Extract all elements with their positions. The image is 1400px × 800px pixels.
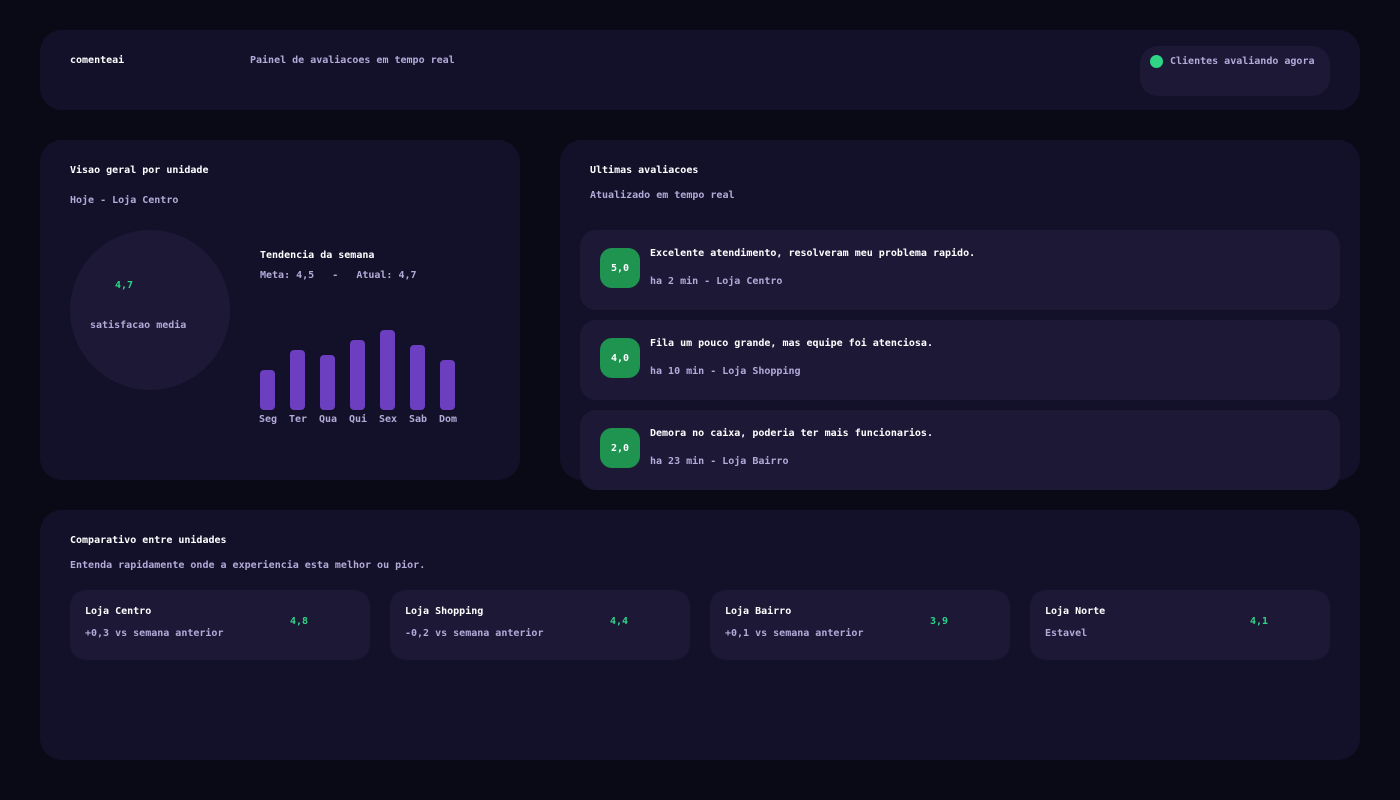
unit-card-shopping[interactable]: Loja Shopping -0,2 vs semana anterior 4,… (390, 590, 690, 660)
unit-delta: +0,3 vs semana anterior (85, 628, 224, 639)
trend-day-label: Sex (378, 414, 398, 425)
unit-score: 4,1 (1250, 616, 1269, 627)
satisfaction-value: 4,7 (115, 280, 134, 291)
trend-meta: Meta: 4,5 - Atual: 4,7 (260, 270, 417, 281)
review-text: Excelente atendimento, resolveram meu pr… (650, 248, 976, 259)
trend-day-label: Qui (348, 414, 368, 425)
weekly-trend-chart: Seg Ter Qua Qui Sex Sab Dom (259, 325, 470, 425)
unit-name: Loja Shopping (405, 606, 484, 617)
units-comparison-card: Comparativo entre unidades Entenda rapid… (40, 510, 1360, 760)
review-meta: ha 23 min - Loja Bairro (650, 456, 789, 467)
unit-delta: -0,2 vs semana anterior (405, 628, 544, 639)
header-card: comenteai Painel de avaliacoes em tempo … (40, 30, 1360, 110)
review-score-badge: 4,0 (600, 338, 640, 378)
trend-bar-dom (440, 360, 455, 410)
trend-day-label: Dom (438, 414, 458, 425)
trend-day-label: Qua (318, 414, 338, 425)
trend-bar-sab (410, 345, 425, 410)
review-meta: ha 10 min - Loja Shopping (650, 366, 801, 377)
unit-delta: Estavel (1045, 628, 1088, 639)
overview-context: Hoje - Loja Centro (70, 195, 179, 206)
trend-day-label: Sab (408, 414, 428, 425)
review-item[interactable]: 2,0 Demora no caixa, poderia ter mais fu… (580, 410, 1340, 490)
unit-delta: +0,1 vs semana anterior (725, 628, 864, 639)
review-score-badge: 5,0 (600, 248, 640, 288)
page-subtitle: Painel de avaliacoes em tempo real (250, 55, 455, 66)
satisfaction-label: satisfacao media (90, 320, 187, 331)
comparison-title: Comparativo entre unidades (70, 535, 227, 546)
trend-bar-seg (260, 370, 275, 410)
latest-reviews-card: Ultimas avaliacoes Atualizado em tempo r… (560, 140, 1360, 490)
overview-card: Visao geral por unidade Hoje - Loja Cent… (40, 140, 520, 480)
brand-logo[interactable]: comenteai (70, 55, 125, 66)
unit-card-norte[interactable]: Loja Norte Estavel 4,1 (1030, 590, 1330, 660)
comparison-subtitle: Entenda rapidamente onde a experiencia e… (70, 560, 426, 571)
overview-title: Visao geral por unidade (70, 165, 209, 176)
trend-day-label: Seg (258, 414, 278, 425)
satisfaction-donut: 4,7 satisfacao media (70, 230, 230, 390)
unit-name: Loja Bairro (725, 606, 792, 617)
live-indicator-dot-icon (1150, 55, 1163, 68)
trend-bar-qua (320, 355, 335, 410)
review-score-badge: 2,0 (600, 428, 640, 468)
unit-score: 3,9 (930, 616, 949, 627)
reviews-title: Ultimas avaliacoes (590, 165, 699, 176)
unit-score: 4,8 (290, 616, 309, 627)
unit-name: Loja Norte (1045, 606, 1106, 617)
unit-name: Loja Centro (85, 606, 152, 617)
unit-card-bairro[interactable]: Loja Bairro +0,1 vs semana anterior 3,9 (710, 590, 1010, 660)
trend-title: Tendencia da semana (260, 250, 375, 261)
review-item[interactable]: 4,0 Fila um pouco grande, mas equipe foi… (580, 320, 1340, 400)
trend-bar-qui (350, 340, 365, 410)
unit-card-centro[interactable]: Loja Centro +0,3 vs semana anterior 4,8 (70, 590, 370, 660)
review-item[interactable]: 5,0 Excelente atendimento, resolveram me… (580, 230, 1340, 310)
review-text: Demora no caixa, poderia ter mais funcio… (650, 428, 933, 439)
unit-score: 4,4 (610, 616, 629, 627)
review-meta: ha 2 min - Loja Centro (650, 276, 783, 287)
live-status-text: Clientes avaliando agora (1170, 56, 1315, 67)
live-status-pill: Clientes avaliando agora (1140, 46, 1330, 96)
trend-bar-ter (290, 350, 305, 410)
review-text: Fila um pouco grande, mas equipe foi ate… (650, 338, 933, 349)
trend-day-label: Ter (288, 414, 308, 425)
trend-bar-sex (380, 330, 395, 410)
reviews-subtitle: Atualizado em tempo real (590, 190, 735, 201)
